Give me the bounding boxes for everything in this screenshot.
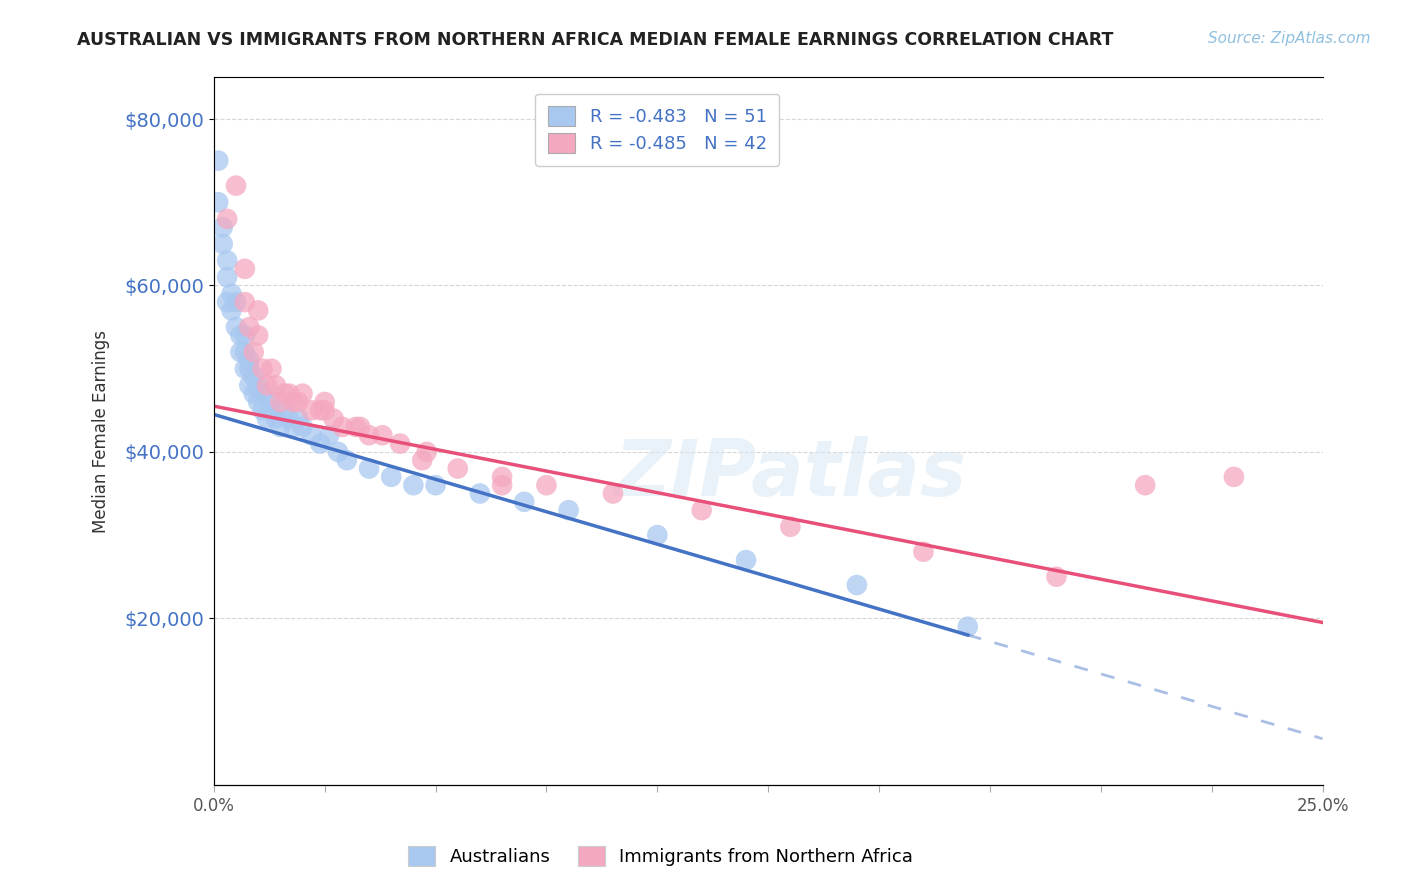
Point bbox=[229, 345, 252, 359]
Point bbox=[256, 378, 278, 392]
Point bbox=[283, 395, 305, 409]
Point bbox=[425, 478, 447, 492]
Text: Source: ZipAtlas.com: Source: ZipAtlas.com bbox=[1208, 31, 1371, 46]
Point bbox=[233, 345, 256, 359]
Point bbox=[1223, 470, 1246, 484]
Point bbox=[336, 453, 359, 467]
Point bbox=[260, 403, 283, 417]
Point bbox=[318, 428, 340, 442]
Point bbox=[536, 478, 558, 492]
Point bbox=[602, 486, 624, 500]
Point bbox=[278, 386, 301, 401]
Point bbox=[287, 411, 309, 425]
Point bbox=[326, 445, 349, 459]
Point bbox=[252, 361, 274, 376]
Point bbox=[309, 436, 332, 450]
Point bbox=[402, 478, 425, 492]
Point bbox=[221, 286, 243, 301]
Point bbox=[287, 395, 309, 409]
Point bbox=[233, 328, 256, 343]
Text: AUSTRALIAN VS IMMIGRANTS FROM NORTHERN AFRICA MEDIAN FEMALE EARNINGS CORRELATION: AUSTRALIAN VS IMMIGRANTS FROM NORTHERN A… bbox=[77, 31, 1114, 49]
Point bbox=[357, 461, 380, 475]
Point bbox=[260, 395, 283, 409]
Point bbox=[217, 253, 239, 268]
Point bbox=[211, 220, 233, 235]
Point bbox=[299, 403, 322, 417]
Point bbox=[269, 420, 291, 434]
Point bbox=[247, 328, 270, 343]
Point bbox=[491, 470, 513, 484]
Text: ZIPatlas: ZIPatlas bbox=[614, 435, 966, 511]
Point bbox=[415, 445, 437, 459]
Point bbox=[211, 236, 233, 251]
Point bbox=[845, 578, 868, 592]
Point bbox=[207, 153, 229, 168]
Point bbox=[247, 395, 270, 409]
Point bbox=[233, 295, 256, 310]
Legend: R = -0.483   N = 51, R = -0.485   N = 42: R = -0.483 N = 51, R = -0.485 N = 42 bbox=[536, 94, 779, 166]
Point bbox=[225, 295, 247, 310]
Point bbox=[291, 386, 314, 401]
Point bbox=[242, 386, 264, 401]
Point bbox=[690, 503, 713, 517]
Point bbox=[256, 411, 278, 425]
Point bbox=[299, 428, 322, 442]
Point bbox=[274, 403, 297, 417]
Point bbox=[956, 620, 979, 634]
Point bbox=[447, 461, 470, 475]
Point bbox=[260, 361, 283, 376]
Point bbox=[207, 195, 229, 210]
Point bbox=[1045, 570, 1067, 584]
Point bbox=[247, 303, 270, 318]
Legend: Australians, Immigrants from Northern Africa: Australians, Immigrants from Northern Af… bbox=[395, 833, 927, 879]
Point bbox=[238, 320, 260, 334]
Point bbox=[252, 386, 274, 401]
Point bbox=[252, 403, 274, 417]
Point bbox=[912, 545, 935, 559]
Point bbox=[389, 436, 412, 450]
Point bbox=[314, 395, 336, 409]
Point bbox=[221, 303, 243, 318]
Point bbox=[349, 420, 371, 434]
Point bbox=[233, 361, 256, 376]
Point bbox=[217, 295, 239, 310]
Point bbox=[225, 178, 247, 193]
Point bbox=[278, 411, 301, 425]
Point bbox=[779, 520, 801, 534]
Point bbox=[380, 470, 402, 484]
Point bbox=[557, 503, 579, 517]
Point bbox=[468, 486, 491, 500]
Point bbox=[647, 528, 669, 542]
Point bbox=[242, 370, 264, 384]
Point bbox=[314, 403, 336, 417]
Point bbox=[247, 378, 270, 392]
Point bbox=[217, 211, 239, 226]
Point bbox=[357, 428, 380, 442]
Point bbox=[233, 261, 256, 276]
Point bbox=[332, 420, 354, 434]
Point bbox=[344, 420, 367, 434]
Point bbox=[283, 420, 305, 434]
Point bbox=[242, 345, 264, 359]
Point bbox=[217, 270, 239, 285]
Point bbox=[371, 428, 394, 442]
Point bbox=[1133, 478, 1156, 492]
Point bbox=[735, 553, 758, 567]
Point bbox=[411, 453, 433, 467]
Point bbox=[238, 353, 260, 368]
Point bbox=[491, 478, 513, 492]
Point bbox=[322, 411, 344, 425]
Point bbox=[238, 378, 260, 392]
Point bbox=[513, 495, 536, 509]
Point bbox=[264, 411, 287, 425]
Point bbox=[229, 328, 252, 343]
Point bbox=[238, 361, 260, 376]
Y-axis label: Median Female Earnings: Median Female Earnings bbox=[93, 330, 110, 533]
Point bbox=[291, 420, 314, 434]
Point bbox=[264, 378, 287, 392]
Point bbox=[309, 403, 332, 417]
Point bbox=[225, 320, 247, 334]
Point bbox=[269, 395, 291, 409]
Point bbox=[274, 386, 297, 401]
